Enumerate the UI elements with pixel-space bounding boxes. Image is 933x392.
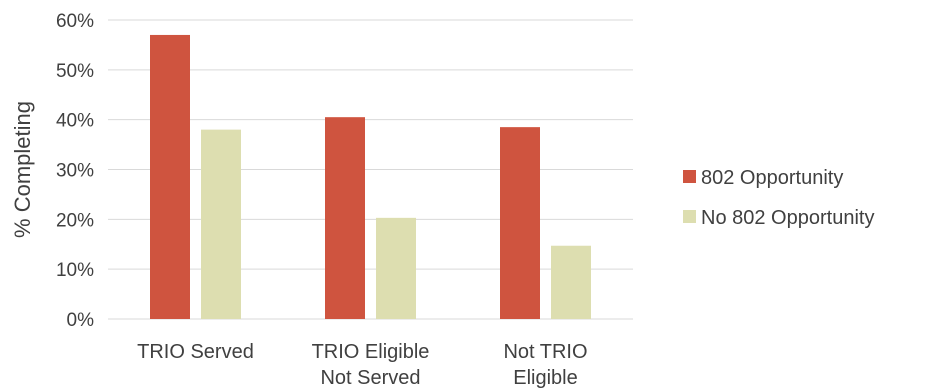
y-tick-label: 40%	[56, 111, 94, 132]
y-tick-label: 30%	[56, 161, 94, 182]
bars	[150, 34, 591, 320]
bar	[376, 217, 416, 319]
bar	[201, 129, 241, 319]
x-category-label: TRIO Eligible Not Served	[312, 341, 430, 389]
gridlines	[108, 19, 633, 320]
y-tick-label: 0%	[67, 310, 95, 331]
legend-label: 802 Opportunity	[701, 167, 843, 189]
x-category-label: TRIO Served	[137, 341, 254, 363]
x-category-label: Not TRIO Eligible	[503, 341, 587, 389]
y-axis-label: % Completing	[10, 101, 35, 238]
bar	[551, 245, 591, 319]
legend-swatch	[683, 170, 696, 183]
y-tick-label: 50%	[56, 61, 94, 82]
legend: 802 Opportunity No 802 Opportunity	[683, 167, 874, 229]
y-tick-label: 20%	[56, 210, 94, 231]
bar	[150, 34, 190, 319]
y-tick-label: 10%	[56, 260, 94, 281]
legend-label: No 802 Opportunity	[701, 207, 874, 229]
bar	[325, 117, 365, 319]
y-axis-ticks: 0% 10% 20% 30% 40% 50% 60%	[56, 11, 94, 331]
bar	[500, 127, 540, 320]
y-tick-label: 60%	[56, 11, 94, 32]
legend-swatch	[683, 210, 696, 223]
x-axis-categories: TRIO Served TRIO Eligible Not Served Not TR…	[137, 341, 587, 389]
